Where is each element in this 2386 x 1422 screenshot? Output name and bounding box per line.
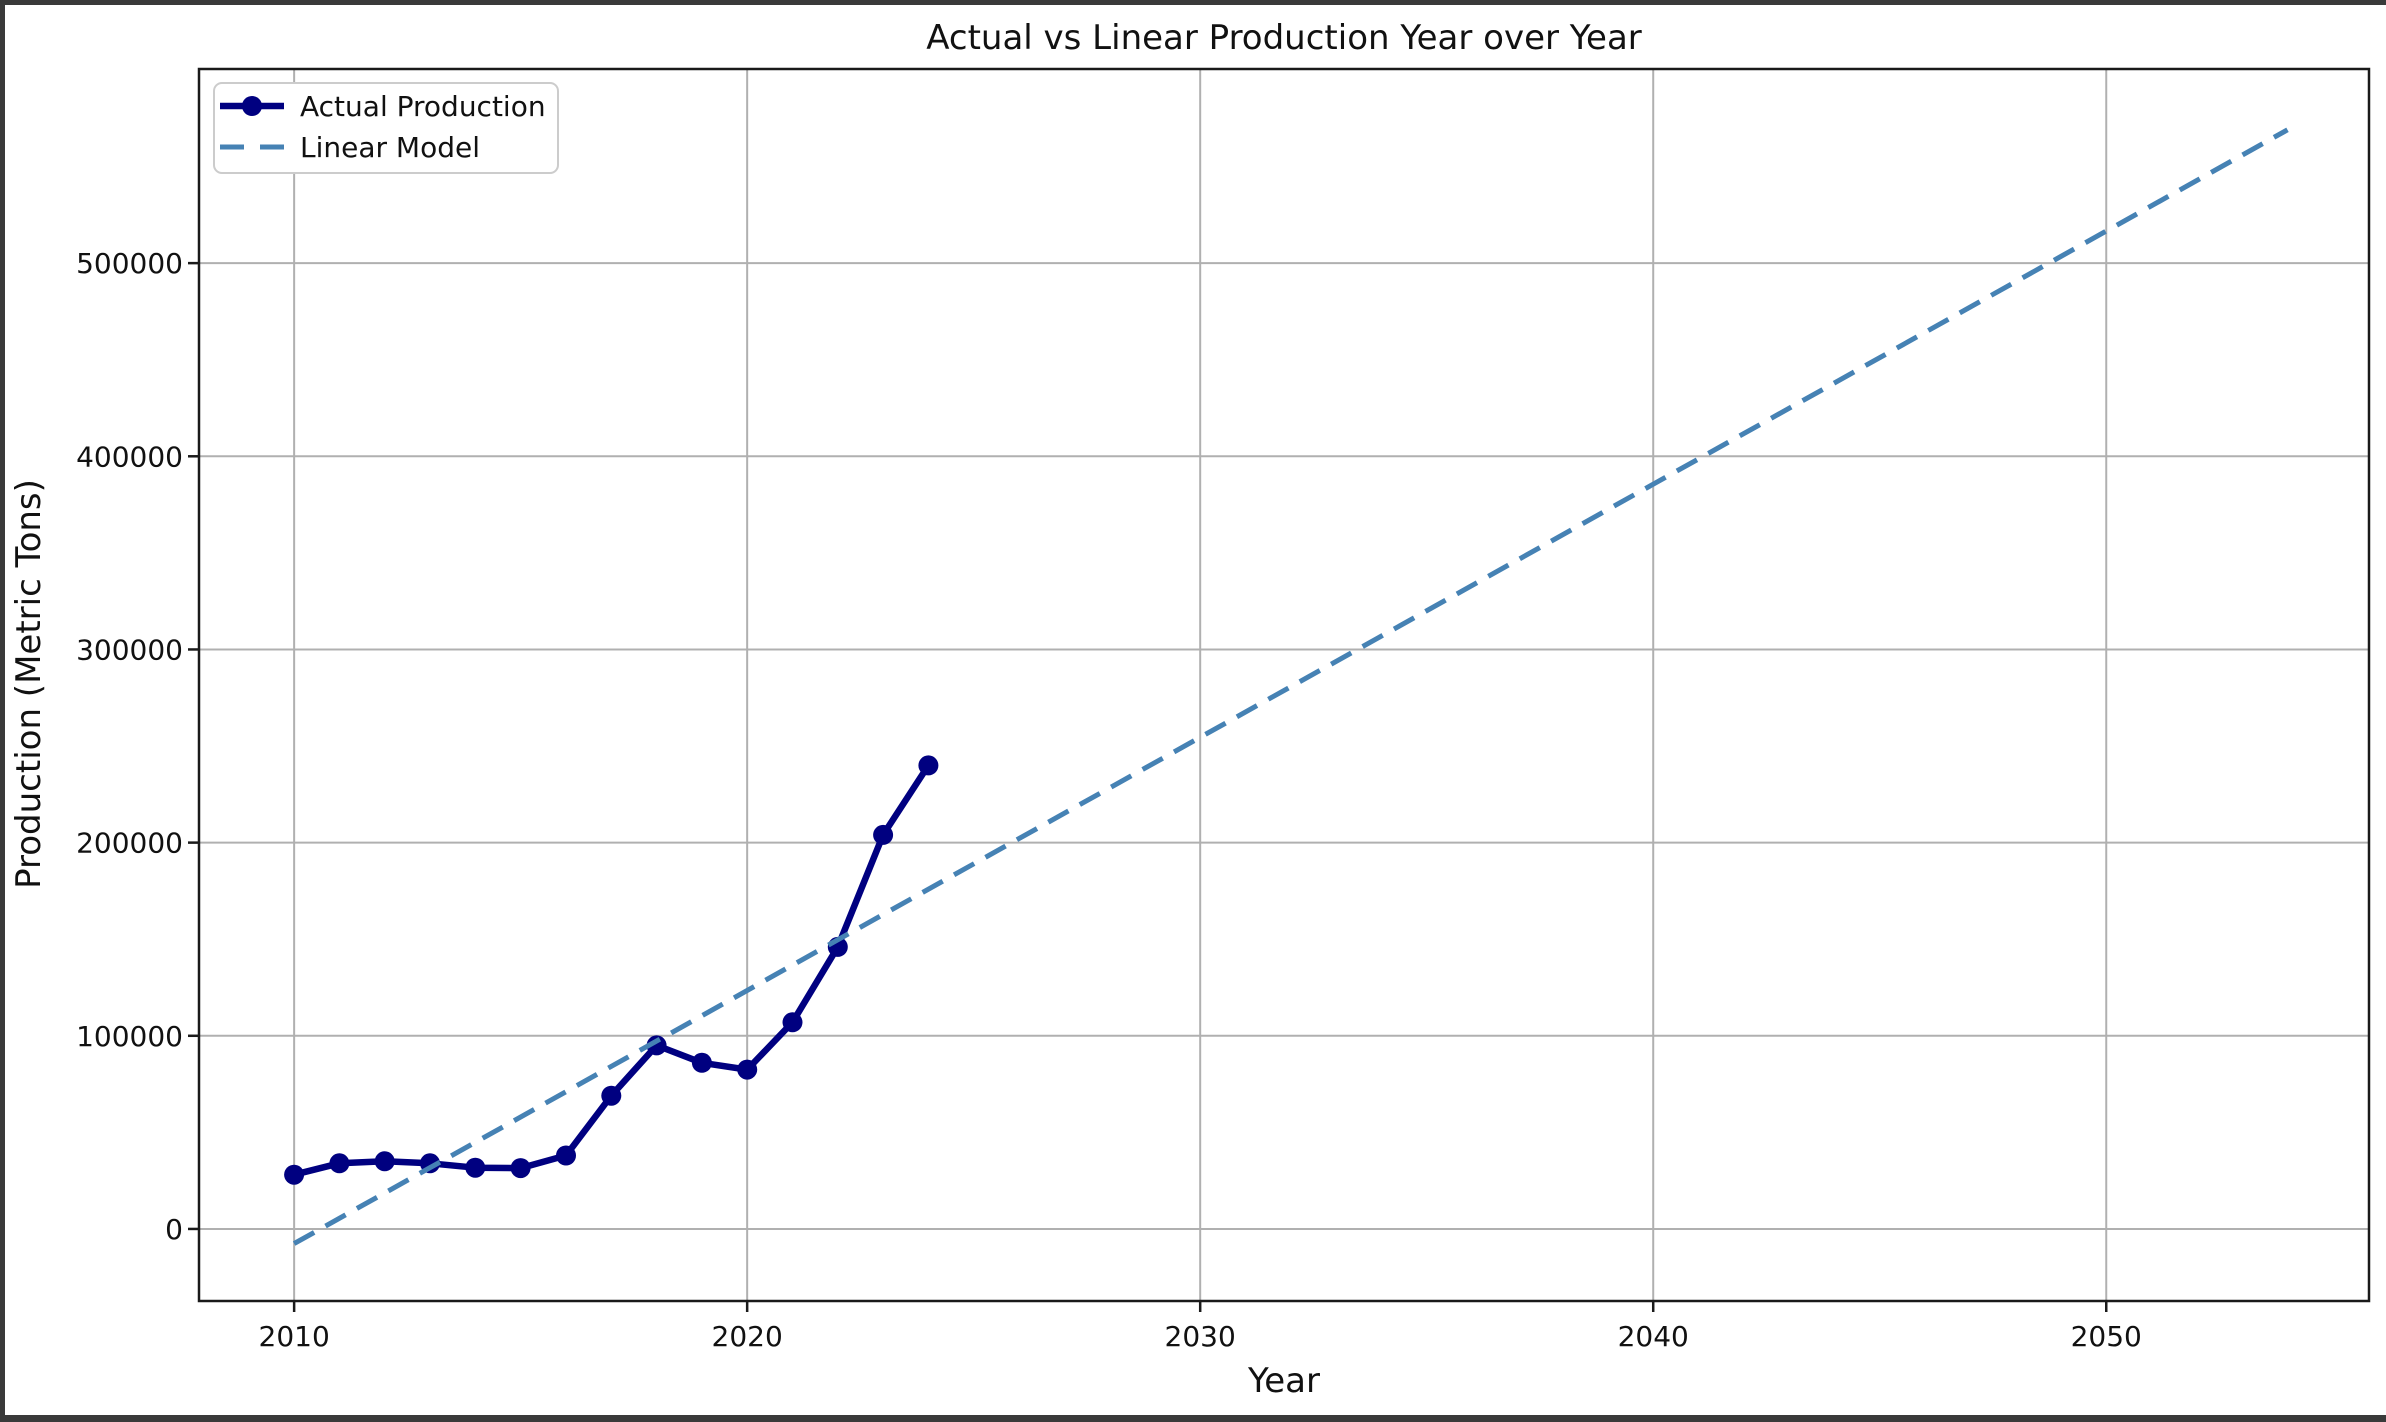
frame-bottom-edge [0, 1415, 2386, 1422]
actual-production-line [293, 763, 932, 1178]
y-tick-label: 500000 [76, 247, 183, 280]
frame-left-edge [0, 0, 5, 1422]
y-tick-label: 300000 [76, 633, 183, 666]
data-point-marker [510, 1158, 531, 1179]
linear-model-line [292, 127, 2289, 1246]
y-tick-label: 0 [165, 1213, 183, 1246]
data-point-marker [329, 1153, 350, 1174]
y-tick-label: 100000 [76, 1020, 183, 1053]
chart-title: Actual vs Linear Production Year over Ye… [926, 18, 1642, 58]
tick-layer: 0 100000 200000 300000 400000 500000 2010 2020 2… [76, 247, 2142, 1353]
frame-top-edge [0, 0, 2386, 5]
y-tick-label: 400000 [76, 440, 183, 473]
data-point-marker [465, 1157, 486, 1178]
axes-spines [197, 67, 2371, 1303]
x-tick-label: 2040 [1618, 1320, 1689, 1353]
data-point-marker [873, 824, 894, 845]
data-point-marker [601, 1085, 622, 1106]
grid-layer [199, 69, 2369, 1301]
data-point-marker [284, 1164, 305, 1185]
legend-box [213, 82, 559, 174]
legend-circle-marker-icon [242, 96, 262, 116]
data-point-marker [691, 1052, 712, 1073]
data-point-marker [737, 1059, 758, 1080]
y-tick-label: 200000 [76, 827, 183, 860]
legend: Actual Production Linear Model [213, 82, 559, 174]
legend-label-actual: Actual Production [300, 90, 546, 123]
x-tick-label: 2030 [1165, 1320, 1236, 1353]
legend-label-model: Linear Model [300, 131, 480, 164]
series-layer [284, 127, 2289, 1246]
x-axis-label: Year [1247, 1361, 1320, 1401]
data-point-marker [918, 755, 939, 776]
data-point-marker [646, 1035, 667, 1056]
data-point-marker [374, 1151, 395, 1172]
x-tick-label: 2010 [259, 1320, 330, 1353]
x-tick-label: 2020 [712, 1320, 783, 1353]
data-point-marker [556, 1145, 576, 1166]
y-axis-label: Production (Metric Tons) [9, 479, 49, 889]
x-tick-label: 2050 [2071, 1320, 2142, 1353]
data-point-marker [782, 1012, 803, 1033]
